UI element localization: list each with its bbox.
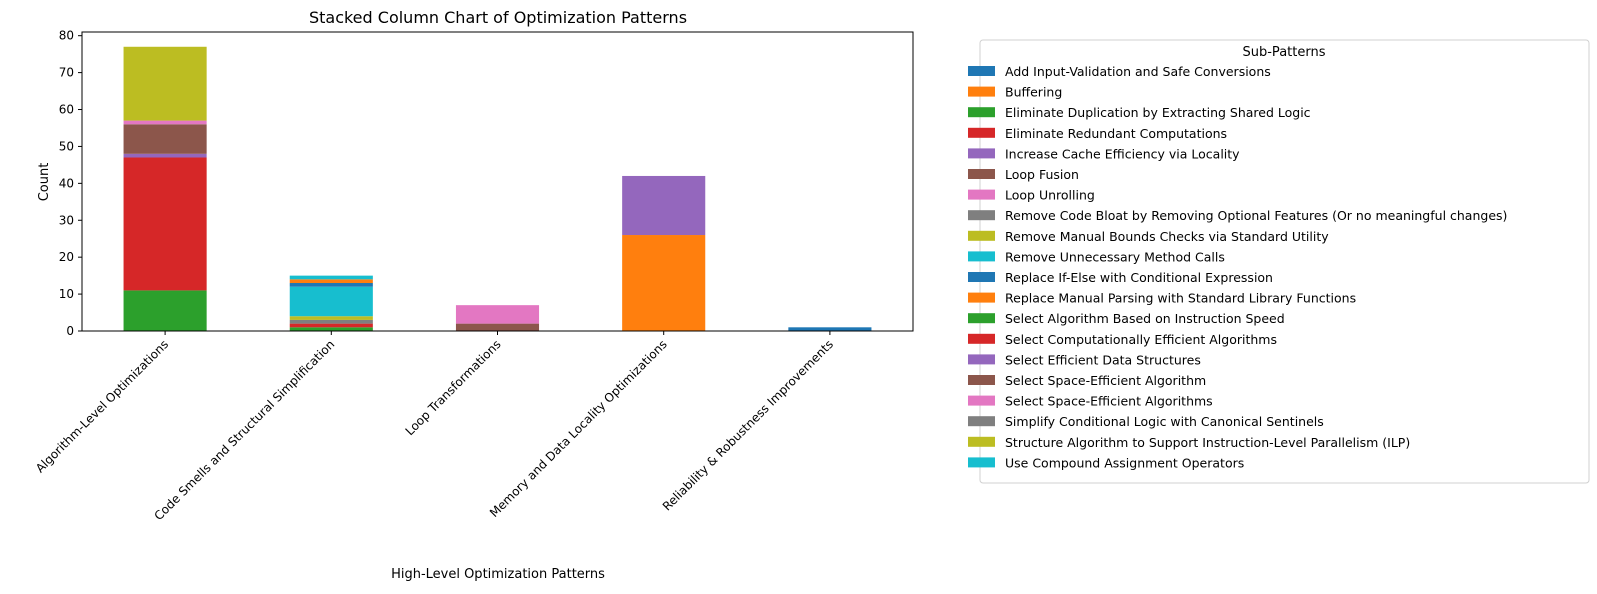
legend-swatch	[968, 189, 995, 200]
legend-label: Loop Fusion	[1005, 167, 1079, 182]
y-tick-label: 20	[59, 250, 74, 264]
bar-segment	[788, 327, 872, 331]
legend-swatch	[968, 148, 995, 159]
legend-swatch	[968, 416, 995, 427]
legend-label: Use Compound Assignment Operators	[1005, 455, 1244, 470]
bar-segment	[123, 124, 207, 154]
legend-swatch	[968, 127, 995, 138]
legend-swatch	[968, 436, 995, 447]
legend-swatch	[968, 333, 995, 344]
legend-items: Add Input-Validation and Safe Conversion…	[968, 64, 1507, 470]
legend-swatch	[968, 86, 995, 97]
legend-swatch	[968, 107, 995, 118]
bar-segment	[455, 305, 540, 324]
legend-label: Remove Manual Bounds Checks via Standard…	[1005, 229, 1329, 244]
legend-swatch	[968, 210, 995, 221]
bar-segment	[455, 323, 540, 331]
legend-swatch	[968, 313, 995, 324]
y-tick-label: 40	[59, 176, 74, 190]
legend-label: Remove Code Bloat by Removing Optional F…	[1005, 208, 1507, 223]
legend-swatch	[968, 251, 995, 262]
legend-swatch	[968, 375, 995, 385]
bar-segment	[289, 283, 373, 287]
legend-label: Eliminate Redundant Computations	[1005, 126, 1227, 141]
bar-segment	[123, 153, 207, 158]
y-tick-label: 30	[59, 213, 74, 227]
legend-label: Select Computationally Efficient Algorit…	[1005, 332, 1277, 347]
bar-segment	[123, 46, 207, 121]
y-tick-label: 60	[59, 103, 74, 117]
legend-swatch	[968, 395, 995, 406]
x-tick-label: Memory and Data Locality Optimizations	[487, 337, 670, 520]
legend-swatch	[968, 230, 995, 241]
x-axis-label: High-Level Optimization Patterns	[391, 567, 605, 582]
legend-label: Add Input-Validation and Safe Conversion…	[1005, 64, 1271, 79]
legend-swatch	[968, 292, 995, 303]
bar-segment	[289, 327, 373, 331]
x-tick-label: Algorithm-Level Optimizations	[33, 337, 171, 475]
legend-label: Simplify Conditional Logic with Canonica…	[1005, 414, 1324, 429]
y-tick-label: 0	[66, 324, 74, 338]
x-tick-label: Code Smells and Structural Simplificatio…	[151, 337, 337, 523]
bar-segment	[622, 175, 706, 236]
y-tick-label: 10	[59, 287, 74, 301]
legend-label: Loop Unrolling	[1005, 188, 1095, 203]
bar-segment	[289, 279, 373, 284]
bar-segment	[289, 323, 373, 328]
legend-label: Buffering	[1005, 85, 1062, 100]
y-tick-label: 50	[59, 139, 74, 153]
bar-segment	[289, 286, 373, 317]
legend-frame	[979, 39, 1590, 484]
legend-swatch	[968, 272, 995, 282]
y-axis-label: Count	[37, 163, 52, 202]
y-tick-label: 70	[59, 66, 74, 80]
legend-swatch	[968, 66, 995, 76]
legend: Sub-Patterns Add Input-Validation and Sa…	[968, 39, 1590, 484]
legend-label: Select Space-Efficient Algorithms	[1005, 394, 1213, 409]
legend-swatch	[968, 354, 995, 365]
legend-label: Select Efficient Data Structures	[1005, 352, 1201, 367]
bar-segment	[123, 157, 207, 291]
legend-label: Select Algorithm Based on Instruction Sp…	[1005, 311, 1285, 326]
legend-label: Select Space-Efficient Algorithm	[1005, 373, 1206, 388]
bar-segment	[289, 275, 373, 280]
x-tick-label: Reliability & Robustness Improvements	[660, 337, 836, 513]
bar-segment	[289, 316, 373, 320]
legend-label: Replace Manual Parsing with Standard Lib…	[1005, 291, 1356, 306]
bar-segment	[622, 235, 706, 331]
legend-label: Structure Algorithm to Support Instructi…	[1005, 435, 1410, 450]
legend-swatch	[968, 457, 995, 468]
x-tick-label: Loop Transformations	[403, 337, 504, 438]
legend-label: Increase Cache Efficiency via Locality	[1005, 146, 1240, 161]
bar-segment	[123, 120, 207, 125]
legend-label: Eliminate Duplication by Extracting Shar…	[1005, 105, 1311, 120]
legend-label: Remove Unnecessary Method Calls	[1005, 249, 1225, 264]
bar-segment	[289, 319, 373, 324]
legend-label: Replace If-Else with Conditional Express…	[1005, 270, 1273, 285]
legend-swatch	[968, 169, 995, 179]
legend-title: Sub-Patterns	[1243, 45, 1326, 60]
bars-layer	[123, 46, 872, 331]
y-tick-label: 80	[59, 29, 74, 43]
bar-segment	[123, 290, 207, 331]
chart-title: Stacked Column Chart of Optimization Pat…	[309, 8, 687, 27]
